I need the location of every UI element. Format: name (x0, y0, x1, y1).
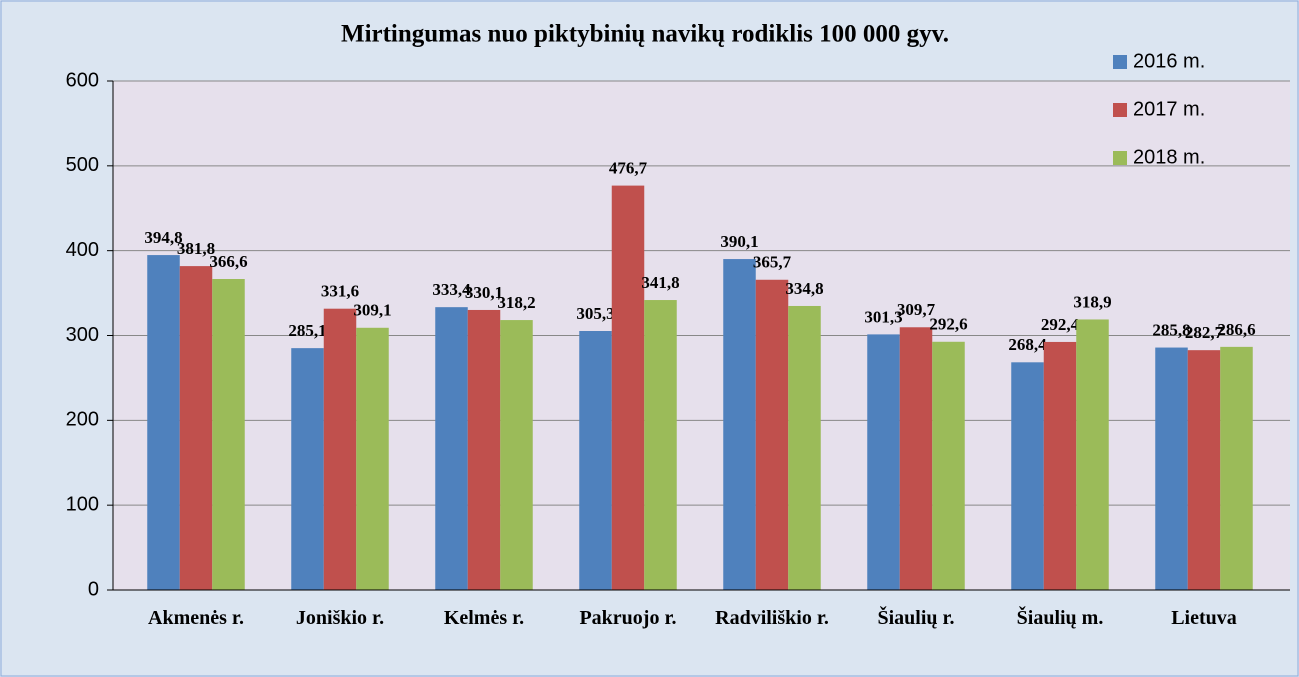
data-label: 301,3 (864, 307, 902, 326)
data-label: 365,7 (753, 253, 792, 272)
bar (1011, 362, 1044, 590)
y-tick-label: 0 (88, 578, 99, 600)
bar (291, 348, 324, 590)
y-tick-label: 500 (66, 154, 99, 176)
data-label: 292,4 (1041, 315, 1080, 334)
y-tick-label: 100 (66, 493, 99, 515)
bar (1155, 347, 1188, 590)
bar (147, 255, 180, 590)
x-tick-label: Šiaulių r. (877, 607, 955, 629)
bar (755, 279, 789, 590)
bar (1220, 346, 1253, 590)
y-tick-label: 200 (66, 409, 99, 431)
bar (500, 320, 533, 590)
data-label: 282,7 (1185, 323, 1224, 342)
x-tick-label: Joniškio r. (295, 607, 385, 629)
data-label: 366,6 (209, 252, 247, 271)
data-label: 286,6 (1217, 320, 1255, 339)
bar (644, 300, 677, 590)
chart-title: Mirtingumas nuo piktybinių navikų rodikl… (341, 21, 949, 48)
data-label: 476,7 (609, 159, 648, 178)
legend-label: 2016 m. (1133, 50, 1205, 72)
bar (435, 307, 468, 590)
bar (323, 308, 357, 590)
bar (899, 327, 933, 590)
bar (1043, 341, 1077, 590)
bar (867, 334, 900, 590)
data-label: 394,8 (144, 228, 182, 247)
bar (212, 279, 245, 590)
bar (932, 341, 965, 590)
bar (1076, 319, 1109, 590)
data-label: 285,1 (288, 321, 326, 340)
data-label: 341,8 (641, 273, 679, 292)
y-tick-label: 400 (66, 239, 99, 261)
x-tick-label: Lietuva (1171, 607, 1237, 629)
data-label: 305,3 (576, 304, 614, 323)
data-label: 381,8 (177, 239, 215, 258)
x-tick-label: Kelmės r. (443, 607, 525, 629)
data-label: 333,4 (432, 280, 471, 299)
data-label: 309,1 (353, 301, 391, 320)
y-tick-label: 300 (66, 324, 99, 346)
x-tick-label: Šiaulių m. (1016, 607, 1104, 629)
bar (611, 185, 645, 591)
legend-swatch (1113, 55, 1127, 69)
bar (723, 259, 756, 590)
legend-label: 2018 m. (1133, 146, 1205, 168)
x-tick-label: Pakruojo r. (579, 607, 677, 629)
legend-swatch (1113, 103, 1127, 117)
data-label: 292,6 (929, 315, 967, 334)
data-label: 268,4 (1008, 335, 1047, 354)
bar (179, 266, 213, 590)
data-label: 331,6 (321, 282, 359, 301)
bar (579, 331, 612, 590)
data-label: 334,8 (785, 279, 823, 298)
bar (356, 327, 389, 590)
legend-label: 2017 m. (1133, 98, 1205, 120)
legend-swatch (1113, 151, 1127, 165)
data-label: 309,7 (897, 300, 936, 319)
x-tick-label: Radviliškio r. (715, 607, 829, 629)
x-tick-label: Akmenės r. (148, 607, 244, 629)
data-label: 330,1 (465, 283, 503, 302)
bar (788, 305, 821, 590)
data-label: 318,2 (497, 293, 535, 312)
data-label: 318,9 (1073, 292, 1111, 311)
data-label: 285,8 (1152, 320, 1190, 339)
data-label: 390,1 (720, 232, 758, 251)
bar (1187, 350, 1221, 590)
bar (467, 309, 501, 590)
y-tick-label: 600 (66, 69, 99, 91)
